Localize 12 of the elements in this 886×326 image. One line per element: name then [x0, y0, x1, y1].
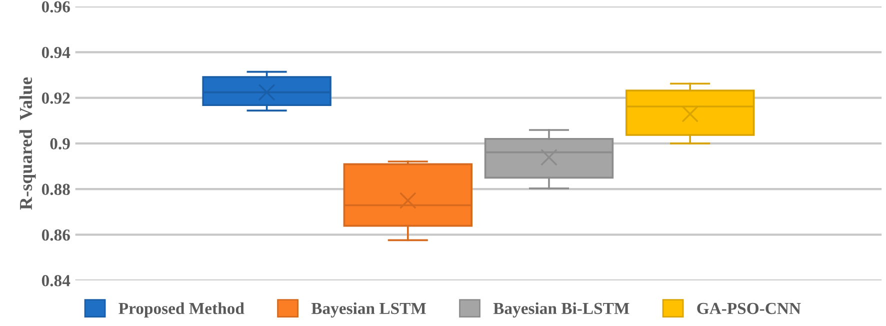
legend-label: Bayesian LSTM — [311, 302, 426, 318]
y-tick-label: 0.92 — [42, 92, 70, 104]
y-tick-label: 0.94 — [42, 46, 70, 58]
y-tick-label: 0.9 — [50, 138, 70, 150]
y-axis-title: R-squared Value — [19, 77, 36, 210]
legend-label: Bayesian Bi-LSTM — [493, 302, 630, 318]
legend-label: Proposed Method — [118, 302, 244, 318]
y-tick-label: 0.84 — [42, 275, 70, 286]
y-tick-label: 0.86 — [42, 229, 70, 241]
y-tick-label: 0.88 — [42, 184, 70, 196]
y-tick-label: 0.96 — [42, 1, 70, 13]
legend-label: GA-PSO-CNN — [697, 302, 801, 314]
